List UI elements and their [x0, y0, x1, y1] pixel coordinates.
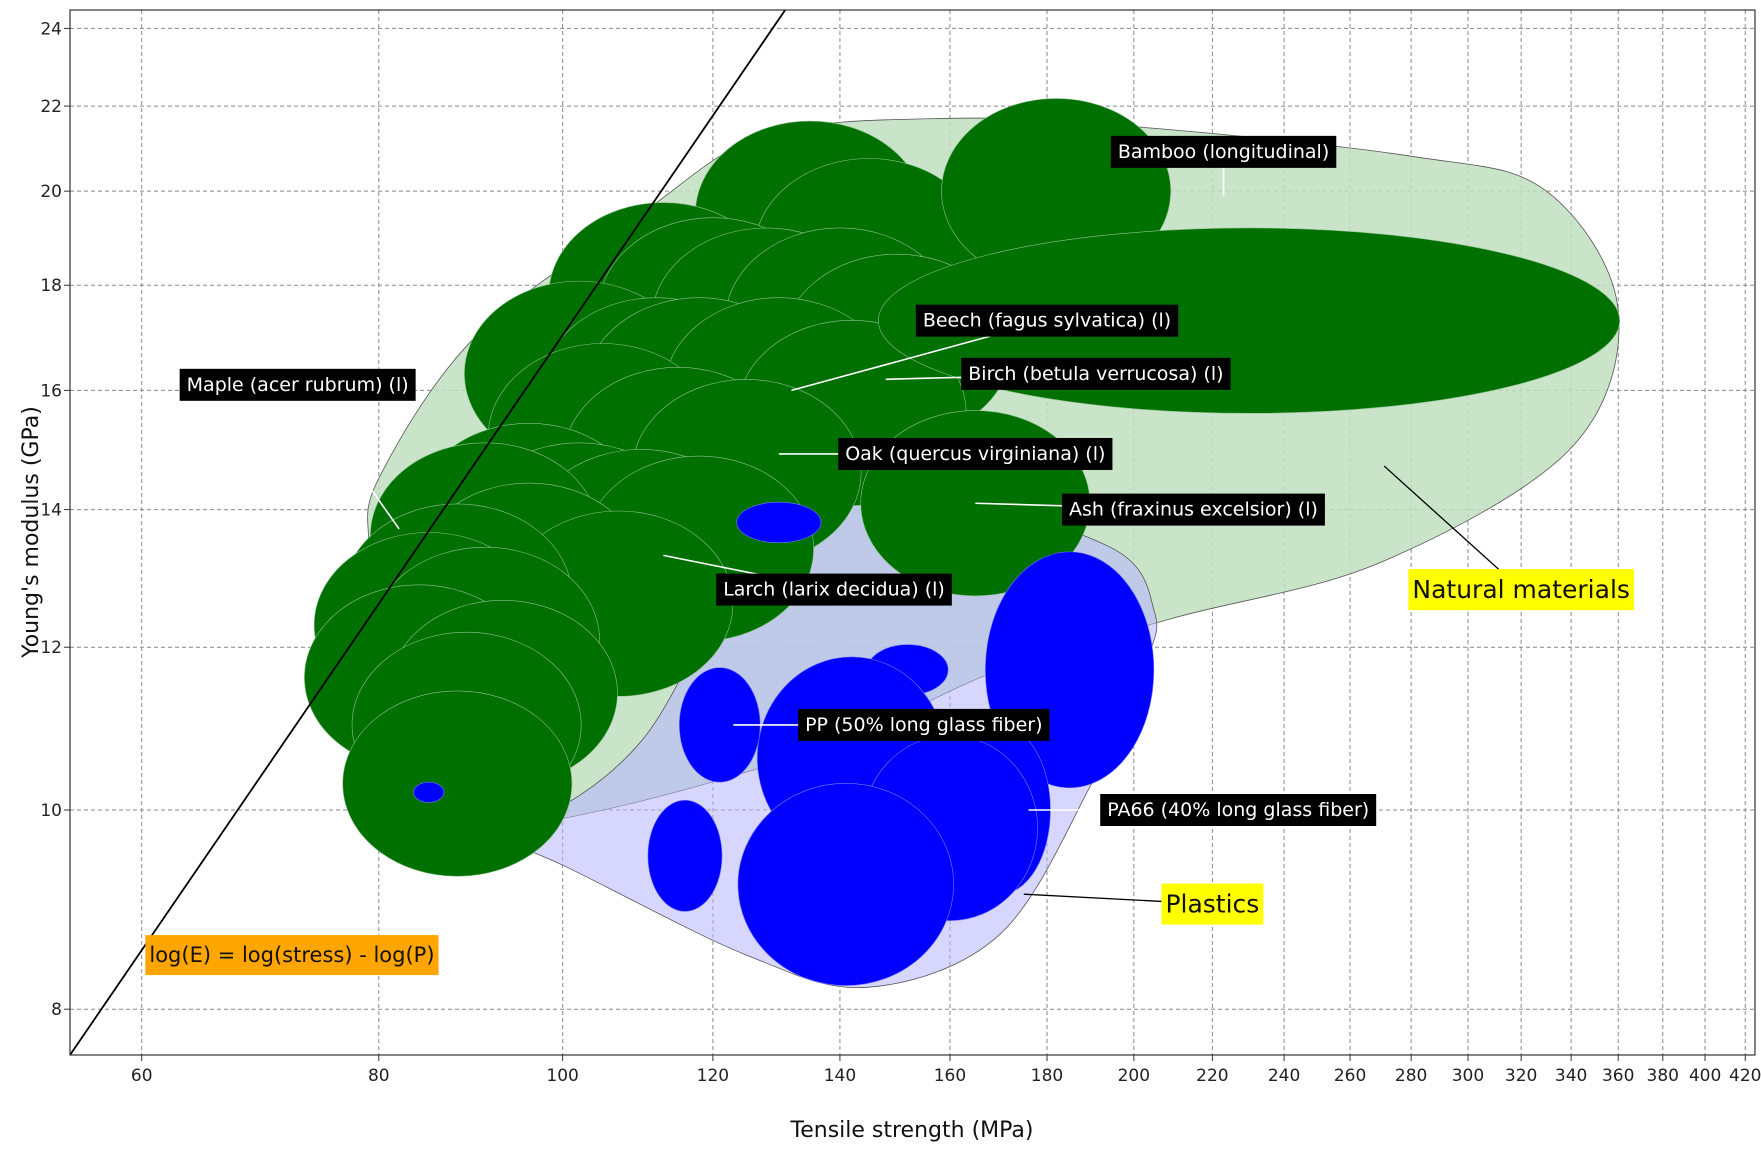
- y-tick-label: 10: [40, 801, 62, 821]
- material-label-text: Oak (quercus virginiana) (l): [845, 443, 1105, 465]
- group-callout: Plastics: [1161, 883, 1264, 925]
- x-tick-label: 420: [1729, 1066, 1761, 1086]
- plastic-marker: [647, 799, 723, 912]
- plastic-marker: [737, 783, 954, 986]
- material-label-text: Larch (larix decidua) (l): [723, 579, 945, 601]
- y-tick-label: 8: [51, 1000, 62, 1020]
- material-label-text: Beech (fagus sylvatica) (l): [923, 310, 1171, 332]
- material-label: PA66 (40% long glass fiber): [1100, 793, 1377, 826]
- material-label-box: [961, 357, 1231, 390]
- natural-material-marker: [342, 690, 573, 877]
- x-tick-label: 160: [934, 1066, 966, 1086]
- x-tick-label: 180: [1031, 1066, 1063, 1086]
- x-tick-label: 300: [1452, 1066, 1484, 1086]
- x-tick-label: 400: [1689, 1066, 1721, 1086]
- equation-label-text: log(E) = log(stress) - log(P): [149, 943, 434, 967]
- y-tick-label: 14: [40, 501, 62, 521]
- x-tick-label: 140: [824, 1066, 856, 1086]
- material-label-text: Maple (acer rubrum) (l): [187, 374, 409, 396]
- group-callout-box: [1161, 883, 1264, 925]
- x-axis-title: Tensile strength (MPa): [790, 1118, 1034, 1143]
- y-tick-label: 18: [40, 276, 62, 296]
- x-tick-label: 60: [131, 1066, 153, 1086]
- group-callout-text: Plastics: [1165, 890, 1259, 919]
- group-callout-text: Natural materials: [1412, 575, 1630, 604]
- x-tick-label: 200: [1118, 1066, 1150, 1086]
- y-tick-label: 12: [40, 638, 62, 658]
- material-label-text: Birch (betula verrucosa) (l): [968, 363, 1223, 385]
- y-tick-label: 22: [40, 97, 62, 117]
- x-tick-label: 320: [1505, 1066, 1537, 1086]
- y-tick-label: 24: [40, 19, 62, 39]
- callout-leader: [1383, 465, 1522, 591]
- x-tick-label: 80: [368, 1066, 390, 1086]
- group-callout-box: [1408, 569, 1634, 611]
- x-tick-label: 280: [1395, 1066, 1427, 1086]
- material-label: Maple (acer rubrum) (l): [179, 368, 416, 401]
- material-label-box: [1061, 493, 1325, 526]
- labels: Bamboo (longitudinal) Beech (fagus sylvat…: [145, 135, 1634, 976]
- material-label: Ash (fraxinus excelsior) (l): [1061, 493, 1325, 526]
- reference-line: [69, 9, 786, 1056]
- y-axis-title: Young's modulus (GPa): [19, 406, 44, 659]
- label-leader: [296, 384, 400, 530]
- material-label: Beech (fagus sylvatica) (l): [915, 304, 1179, 337]
- markers: [304, 98, 1621, 986]
- material-label-box: [1110, 135, 1337, 168]
- material-label: Bamboo (longitudinal): [1110, 135, 1337, 168]
- plastic-marker: [413, 781, 445, 803]
- material-label-text: PA66 (40% long glass fiber): [1107, 799, 1369, 821]
- y-tick-label: 16: [40, 381, 62, 401]
- x-tick-label: 380: [1647, 1066, 1679, 1086]
- x-tick-label: 240: [1268, 1066, 1300, 1086]
- material-label-text: Ash (fraxinus excelsior) (l): [1069, 499, 1318, 521]
- material-label-box: [716, 573, 952, 606]
- material-label-box: [915, 304, 1179, 337]
- plot-frame: [69, 9, 1756, 1056]
- x-tick-label: 220: [1196, 1066, 1228, 1086]
- y-tick-label: 20: [40, 182, 62, 202]
- material-label-box: [1100, 793, 1377, 826]
- y-axis: 8 10 12 14 16 18 20 22 24: [40, 19, 70, 1020]
- material-label-box: [179, 368, 416, 401]
- material-label-box: [838, 437, 1113, 470]
- material-label: PP (50% long glass fiber): [798, 708, 1050, 741]
- material-label-box: [798, 708, 1050, 741]
- x-tick-label: 120: [697, 1066, 729, 1086]
- plastic-marker: [736, 501, 822, 543]
- x-tick-label: 100: [546, 1066, 578, 1086]
- x-tick-label: 360: [1602, 1066, 1634, 1086]
- material-label: Oak (quercus virginiana) (l): [838, 437, 1113, 470]
- equation-label-box: [145, 935, 439, 976]
- material-label-text: Bamboo (longitudinal): [1118, 141, 1329, 163]
- material-label: Birch (betula verrucosa) (l): [961, 357, 1231, 390]
- x-tick-label: 260: [1334, 1066, 1366, 1086]
- material-label-text: PP (50% long glass fiber): [805, 714, 1042, 736]
- reference-line-group: [69, 9, 786, 1056]
- material-label: Larch (larix decidua) (l): [716, 573, 952, 606]
- group-callout: Natural materials: [1408, 569, 1634, 611]
- x-tick-label: 340: [1555, 1066, 1587, 1086]
- equation-label: log(E) = log(stress) - log(P): [145, 935, 439, 976]
- x-axis: 60 80 100 120 140 160 180 200 220 240 260 280 300 320…: [131, 1055, 1761, 1086]
